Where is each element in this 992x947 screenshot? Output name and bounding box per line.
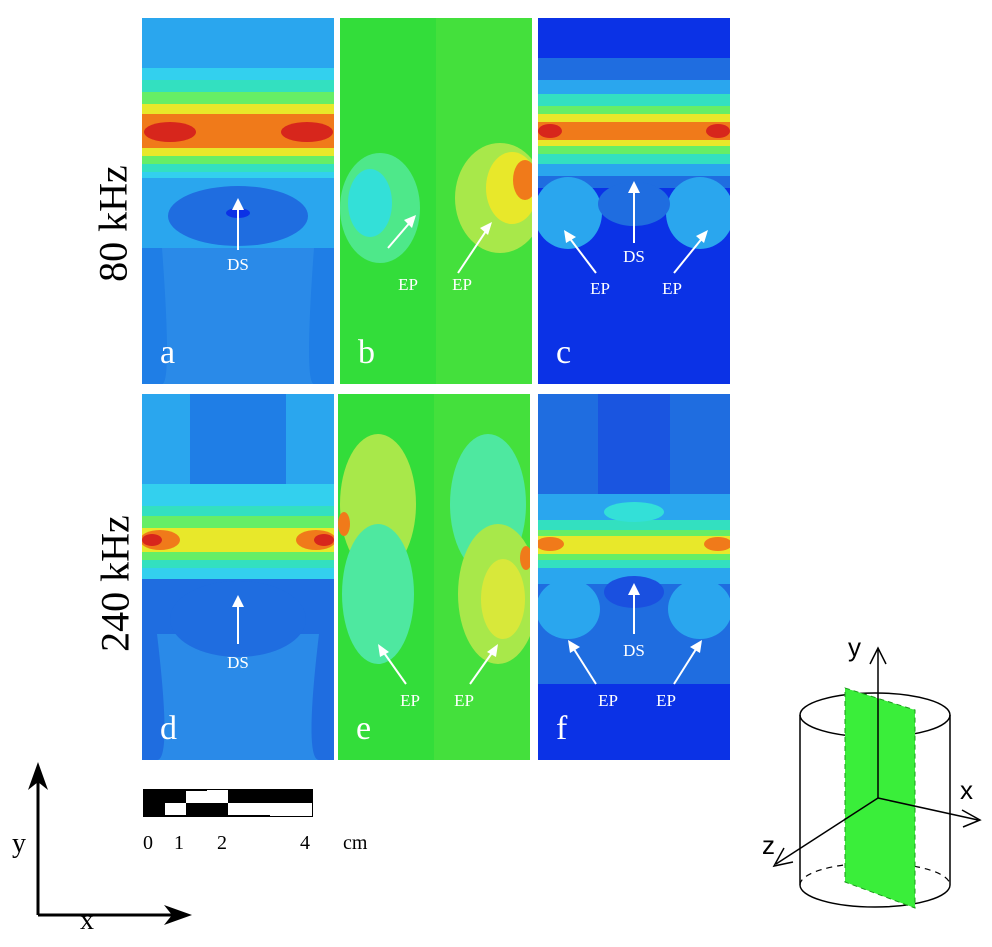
panel-label-d: d — [160, 710, 177, 747]
scale-unit: cm — [343, 832, 368, 854]
annotation-ep: EP — [454, 691, 474, 710]
row-label-80khz: 80 kHz — [90, 165, 136, 282]
scale-tick-2: 2 — [217, 832, 227, 854]
panel-label-e: e — [356, 710, 372, 747]
annotation-ep: EP — [662, 279, 682, 298]
panel-a: DS a — [142, 18, 334, 384]
annotation-ds: DS — [623, 247, 645, 266]
axis-label-x: x — [80, 905, 94, 936]
axes-2d — [28, 762, 192, 925]
panel-b: EP EP b — [340, 18, 532, 384]
annotation-ep: EP — [452, 275, 472, 294]
annotation-ep: EP — [590, 279, 610, 298]
axis3d-label-y: y — [848, 632, 861, 662]
axis-label-y: y — [12, 828, 26, 859]
row-label-240khz: 240 kHz — [92, 515, 138, 652]
panel-label-b: b — [358, 334, 375, 371]
panel-d: DS d — [142, 394, 334, 760]
scale-tick-0: 0 — [143, 832, 153, 854]
annotation-ds: DS — [227, 653, 249, 672]
panel-c: DS EP EP c — [538, 18, 730, 384]
annotation-ep: EP — [656, 691, 676, 710]
panel-f: DS EP EP f — [538, 394, 730, 760]
panel-label-a: a — [160, 334, 176, 371]
panel-label-c: c — [556, 334, 572, 371]
annotation-ds: DS — [623, 641, 645, 660]
panel-e: EP EP e — [338, 394, 530, 760]
annotation-ds: DS — [227, 255, 249, 274]
annotation-ep: EP — [598, 691, 618, 710]
panel-label-f: f — [556, 710, 568, 747]
cylinder-diagram — [772, 646, 982, 909]
annotation-ep: EP — [400, 691, 420, 710]
scale-bar — [143, 789, 313, 817]
axis3d-label-x: x — [960, 775, 973, 805]
axis3d-label-z: z — [762, 830, 775, 860]
scale-tick-4: 4 — [300, 832, 310, 854]
scale-tick-1: 1 — [174, 832, 184, 854]
annotation-ep: EP — [398, 275, 418, 294]
